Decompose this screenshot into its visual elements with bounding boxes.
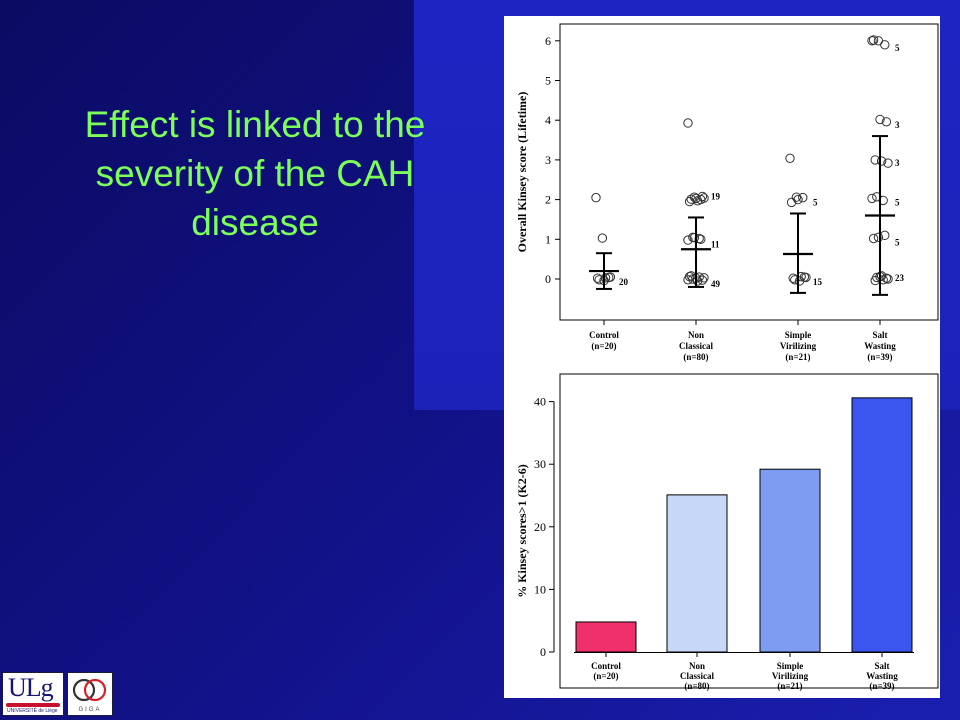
scatter-point [699, 273, 709, 283]
bar-x-tick-label: (n=21) [777, 681, 802, 691]
count-label: 5 [895, 237, 900, 247]
count-label: 3 [895, 120, 900, 130]
bar-x-tick-label: Classical [680, 671, 715, 681]
count-label: 11 [711, 239, 720, 249]
scatter-x-tick-label: Non [688, 330, 704, 340]
scatter-x-tick-label: Virilizing [780, 341, 817, 351]
scatter-point [689, 233, 700, 243]
count-label: 5 [813, 198, 818, 208]
count-label: 5 [895, 198, 900, 208]
scatter-x-tick-label: Classical [679, 341, 714, 351]
bar-x-tick-label: Wasting [866, 671, 898, 681]
bar [575, 621, 637, 653]
bar-y-tick-label: 20 [534, 520, 546, 534]
scatter-y-tick-label: 3 [545, 153, 551, 167]
bar-x-tick-label: Non [689, 661, 705, 671]
bar-x-tick-label: Simple [777, 661, 804, 671]
bar [759, 468, 821, 653]
scatter-point [793, 194, 803, 205]
bar-x-tick-label: Control [591, 661, 621, 671]
scatter-point [697, 275, 708, 285]
ulg-logo-swoosh [6, 703, 60, 707]
scatter-y-tick-label: 5 [545, 74, 551, 88]
scatter-point [881, 117, 892, 127]
scatter-point [873, 232, 884, 243]
scatter-x-tick-label: (n=39) [867, 352, 892, 362]
figure-panel: 0 1 2 3 4 5 6 Overall Kinsey score (Lifetime) Co… [504, 16, 940, 698]
scatter-point [867, 36, 877, 46]
scatter-point [686, 194, 696, 204]
scatter-point [867, 193, 877, 204]
scatter-point [791, 192, 802, 202]
bar-plot-frame [559, 373, 939, 689]
scatter-plot-frame [559, 23, 939, 321]
scatter-point [883, 158, 893, 168]
scatter-point [605, 272, 616, 282]
ulg-logo: ULg UNIVERSITÉ de Liège [2, 672, 64, 716]
scatter-y-tick-label: 2 [545, 193, 551, 207]
bar-y-tick-label: 40 [534, 395, 546, 409]
scatter-y-axis-label: Overall Kinsey score (Lifetime) [515, 92, 529, 253]
ulg-logo-subtitle: UNIVERSITÉ de Liège [7, 708, 58, 714]
giga-logo-icon: GIGA [72, 678, 107, 713]
giga-logo-text: GIGA [78, 707, 101, 713]
count-label: 3 [895, 158, 900, 168]
count-label: 5 [895, 43, 900, 53]
scatter-point [876, 271, 887, 281]
scatter-point [798, 192, 808, 203]
scatter-point [683, 118, 693, 128]
scatter-x-tick-label: Control [589, 330, 619, 340]
scatter-point [683, 235, 693, 245]
count-label: 23 [895, 273, 905, 283]
scatter-point [692, 276, 703, 286]
scatter-y-tick-label: 4 [545, 113, 551, 127]
scatter-x-tick-label: Salt [872, 330, 887, 340]
scatter-point [868, 35, 879, 45]
scatter-x-tick-label: Simple [785, 330, 812, 340]
scatter-point [786, 197, 797, 208]
slide-title: Effect is linked to the severity of the … [84, 104, 426, 243]
scatter-point [875, 114, 885, 125]
count-label: 49 [711, 279, 721, 289]
count-label: 20 [619, 277, 629, 287]
bar-x-tick-label: Salt [874, 661, 889, 671]
bar-x-tick-label: (n=20) [593, 671, 618, 681]
bar-x-tick-label: (n=39) [869, 681, 894, 691]
scatter-point [683, 275, 693, 285]
scatter-point [880, 40, 890, 50]
scatter-x-tick-label: (n=21) [785, 352, 810, 362]
count-label: 19 [711, 192, 721, 202]
scatter-point [785, 153, 795, 164]
bar-x-tick-label: (n=80) [684, 681, 709, 691]
scatter-point [868, 233, 879, 244]
scatter-x-tick-label: Wasting [864, 341, 896, 351]
bar [851, 397, 913, 653]
scatter-point [801, 272, 811, 283]
scatter-y-tick-label: 6 [545, 34, 551, 48]
scatter-point [699, 193, 709, 203]
scatter-point [591, 192, 601, 203]
bar-y-axis-label: % Kinsey scores>1 (K2-6) [515, 464, 529, 598]
count-label: 15 [813, 277, 823, 287]
scatter-point [876, 156, 887, 166]
scatter-point [692, 196, 703, 206]
giga-logo: GIGA [67, 672, 113, 716]
bar-y-tick-label: 10 [534, 582, 546, 596]
bar [666, 494, 728, 653]
bar-x-tick-label: Virilizing [772, 671, 809, 681]
bar-y-tick-label: 0 [540, 645, 546, 659]
scatter-x-tick-label: (n=80) [683, 352, 708, 362]
ulg-logo-text: ULg [8, 673, 54, 702]
scatter-x-tick-label: (n=20) [591, 341, 616, 351]
scatter-y-tick-label: 0 [545, 272, 551, 286]
scatter-point [600, 273, 611, 283]
scatter-y-tick-label: 1 [545, 232, 551, 246]
scatter-point [883, 274, 893, 284]
scatter-point [597, 233, 608, 243]
bar-y-tick-label: 30 [534, 457, 546, 471]
